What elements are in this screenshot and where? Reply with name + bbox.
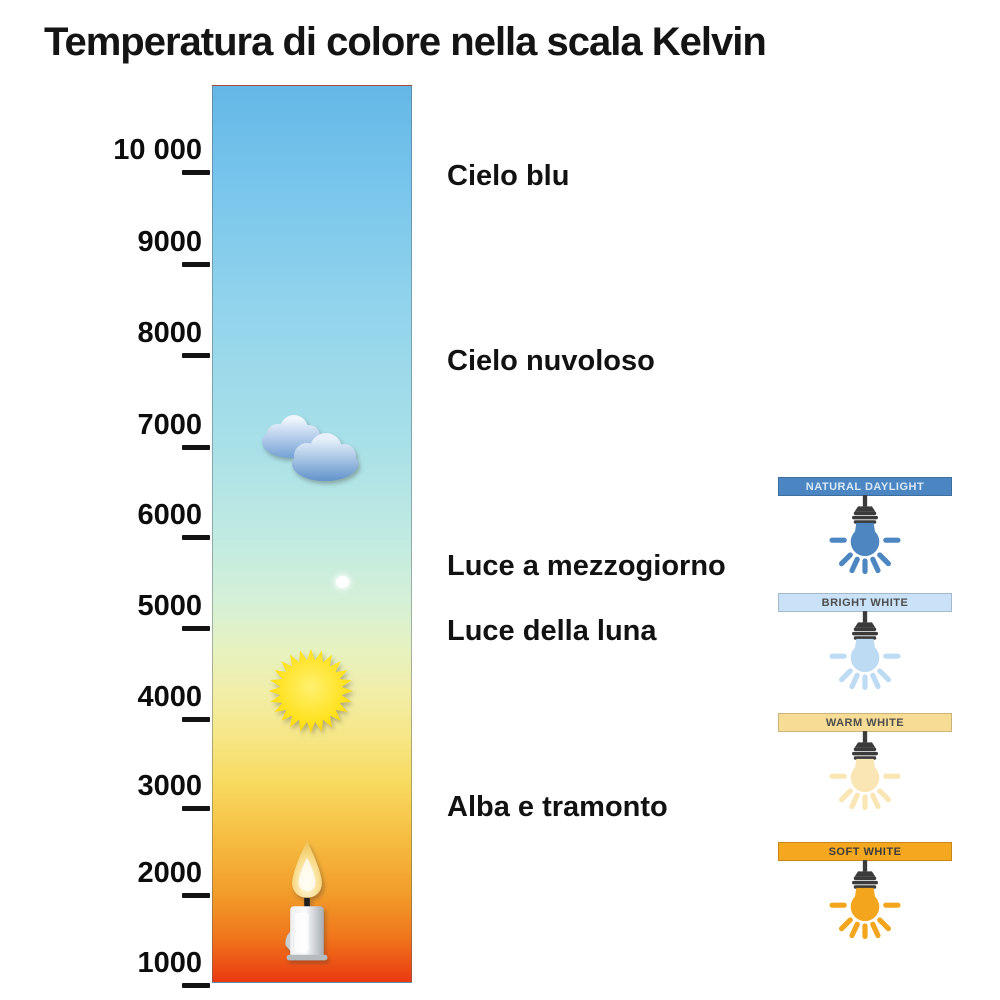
tick-mark [182, 893, 210, 898]
bulb-group-bright-white: BRIGHT WHITE [778, 593, 952, 691]
annotation-alba-tramonto: Alba e tramonto [447, 791, 668, 823]
tick-mark [182, 535, 210, 540]
annotation-luce-mezzogiorno: Luce a mezzogiorno [447, 550, 726, 582]
banner-bright-white: BRIGHT WHITE [778, 593, 952, 612]
scale-label: 3000 [137, 770, 202, 802]
bulb-group-natural-daylight: NATURAL DAYLIGHT [778, 477, 952, 575]
scale-label: 8000 [137, 317, 202, 349]
banner-soft-white: SOFT WHITE [778, 842, 952, 861]
lightbulb-icon [829, 611, 901, 690]
tick-mark [182, 170, 210, 175]
banner-natural-daylight: NATURAL DAYLIGHT [778, 477, 952, 496]
tick-mark [182, 717, 210, 722]
kelvin-scale-axis: 10 000 9000 8000 7000 6000 5000 4000 300… [0, 0, 212, 1000]
annotation-cielo-nuvoloso: Cielo nuvoloso [447, 345, 655, 377]
scale-label: 10 000 [113, 134, 202, 166]
bulb-legend-panel: NATURAL DAYLIGHT BRIGHT W [778, 0, 952, 1000]
bulb-group-warm-white: WARM WHITE [778, 713, 952, 811]
tick-mark [182, 626, 210, 631]
lightbulb-icon [829, 731, 901, 810]
page-title: Temperatura di colore nella scala Kelvin [44, 20, 767, 64]
kelvin-gradient-bar [212, 85, 412, 983]
lightbulb-icon [829, 495, 901, 574]
banner-warm-white: WARM WHITE [778, 713, 952, 732]
moon-icon [336, 576, 349, 588]
scale-label: 9000 [137, 226, 202, 258]
scale-label: 4000 [137, 681, 202, 713]
tick-mark [182, 353, 210, 358]
scale-label: 1000 [137, 947, 202, 979]
annotation-cielo-blu: Cielo blu [447, 160, 570, 192]
sun-icon [269, 649, 353, 733]
bulb-group-soft-white: SOFT WHITE [778, 842, 952, 940]
scale-label: 2000 [137, 857, 202, 889]
scale-label: 5000 [137, 590, 202, 622]
tick-mark [182, 983, 210, 988]
scale-label: 7000 [137, 409, 202, 441]
tick-mark [182, 806, 210, 811]
clouds-icon [262, 415, 358, 481]
annotation-luce-luna: Luce della luna [447, 615, 657, 647]
tick-mark [182, 445, 210, 450]
lightbulb-icon [829, 860, 901, 939]
candle-icon [285, 840, 328, 961]
scale-label: 6000 [137, 499, 202, 531]
tick-mark [182, 262, 210, 267]
